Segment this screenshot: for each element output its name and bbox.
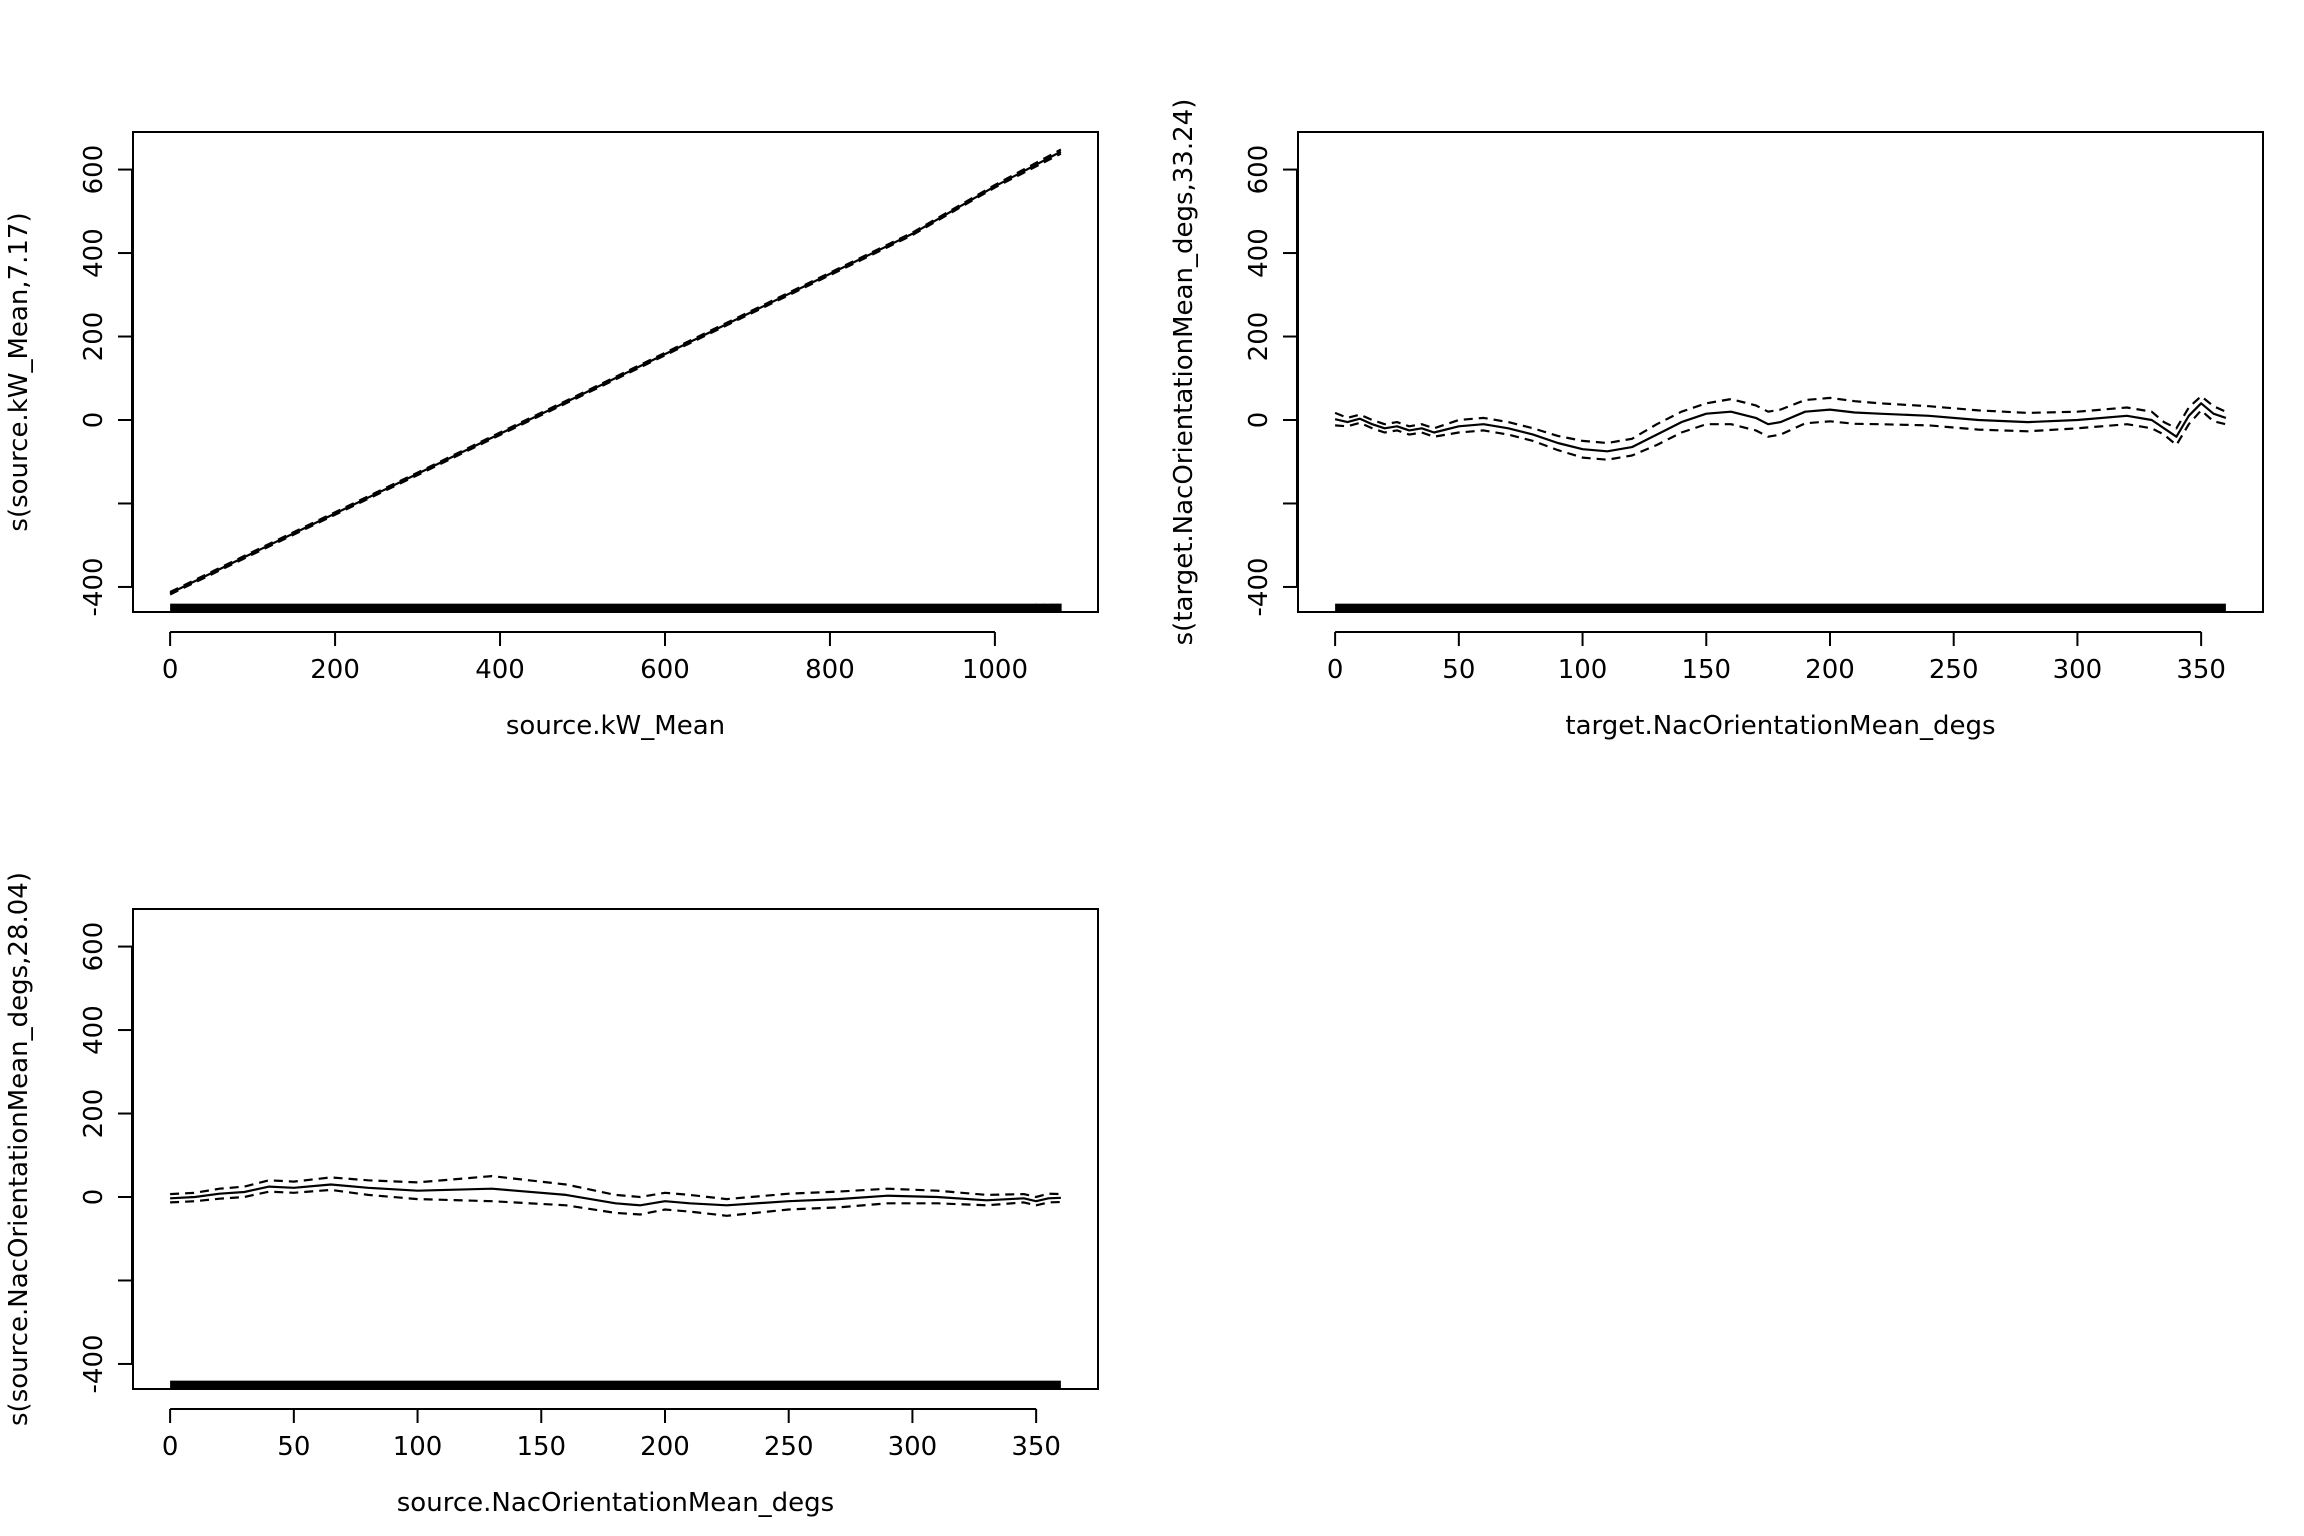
- y-tick-label: 600: [1244, 145, 1274, 195]
- y-axis-label: s(source.NacOrientationMean_degs,28.04): [4, 872, 34, 1426]
- y-tick-label: 400: [79, 228, 109, 278]
- y-tick-label: 0: [79, 412, 109, 429]
- x-tick-label: 200: [310, 655, 360, 685]
- y-tick-label: 400: [1244, 228, 1274, 278]
- x-tick-label: 1000: [962, 655, 1028, 685]
- x-tick-label: 50: [1442, 655, 1475, 685]
- confidence-band-line: [170, 1174, 1061, 1201]
- y-tick-label: 200: [79, 1089, 109, 1139]
- x-tick-label: 300: [888, 1432, 938, 1462]
- confidence-band-line: [169, 148, 1062, 593]
- x-tick-label: 200: [640, 1432, 690, 1462]
- y-tick-label: -400: [79, 1334, 109, 1393]
- y-tick-label: 0: [1244, 412, 1274, 429]
- x-tick-label: 100: [393, 1432, 443, 1462]
- rug-band: [1335, 603, 2226, 612]
- x-tick-label: 400: [475, 655, 525, 685]
- x-axis-label: source.NacOrientationMean_degs: [397, 1488, 834, 1518]
- y-tick-label: 600: [79, 145, 109, 195]
- smooth-term-line: [170, 1183, 1061, 1207]
- x-tick-label: 0: [162, 655, 179, 685]
- x-tick-label: 300: [2053, 655, 2103, 685]
- panel-source-kw-mean: source.kW_Mean s(source.kW_Mean,7.17) 0 2…: [4, 131, 1099, 741]
- x-axis-label: source.kW_Mean: [506, 711, 725, 741]
- x-tick-label: 350: [2176, 655, 2226, 685]
- x-tick-label: 600: [640, 655, 690, 685]
- confidence-band-line: [169, 152, 1062, 596]
- rug-band: [170, 603, 1061, 612]
- confidence-band-line: [170, 1188, 1061, 1217]
- y-tick-label: -400: [1244, 557, 1274, 616]
- y-axis-label: s(target.NacOrientationMean_degs,33.24): [1169, 99, 1199, 646]
- x-tick-label: 250: [1929, 655, 1979, 685]
- x-axis-label: target.NacOrientationMean_degs: [1565, 711, 1995, 741]
- y-tick-label: 200: [1244, 312, 1274, 362]
- x-tick-label: 100: [1558, 655, 1608, 685]
- smooth-term-line: [1334, 402, 2227, 453]
- x-tick-label: 150: [516, 1432, 566, 1462]
- confidence-band-line: [1334, 395, 2227, 445]
- y-tick-label: -400: [79, 557, 109, 616]
- y-tick-label: 0: [79, 1189, 109, 1206]
- y-tick-label: 400: [79, 1005, 109, 1055]
- x-tick-label: 0: [1327, 655, 1344, 685]
- panel-source-nac-orientation: source.NacOrientationMean_degs s(source.…: [4, 872, 1099, 1518]
- x-tick-label: 250: [764, 1432, 814, 1462]
- x-tick-label: 0: [162, 1432, 179, 1462]
- rug-band: [170, 1380, 1061, 1389]
- panel-target-nac-orientation: target.NacOrientationMean_degs s(target.…: [1169, 99, 2264, 741]
- x-tick-label: 350: [1011, 1432, 1061, 1462]
- x-tick-label: 150: [1681, 655, 1731, 685]
- y-tick-label: 600: [79, 922, 109, 972]
- y-tick-label: 200: [79, 312, 109, 362]
- x-tick-label: 50: [277, 1432, 310, 1462]
- x-tick-label: 200: [1805, 655, 1855, 685]
- y-axis-label: s(source.kW_Mean,7.17): [4, 212, 34, 531]
- confidence-band-line: [1335, 409, 2227, 461]
- x-tick-label: 800: [805, 655, 855, 685]
